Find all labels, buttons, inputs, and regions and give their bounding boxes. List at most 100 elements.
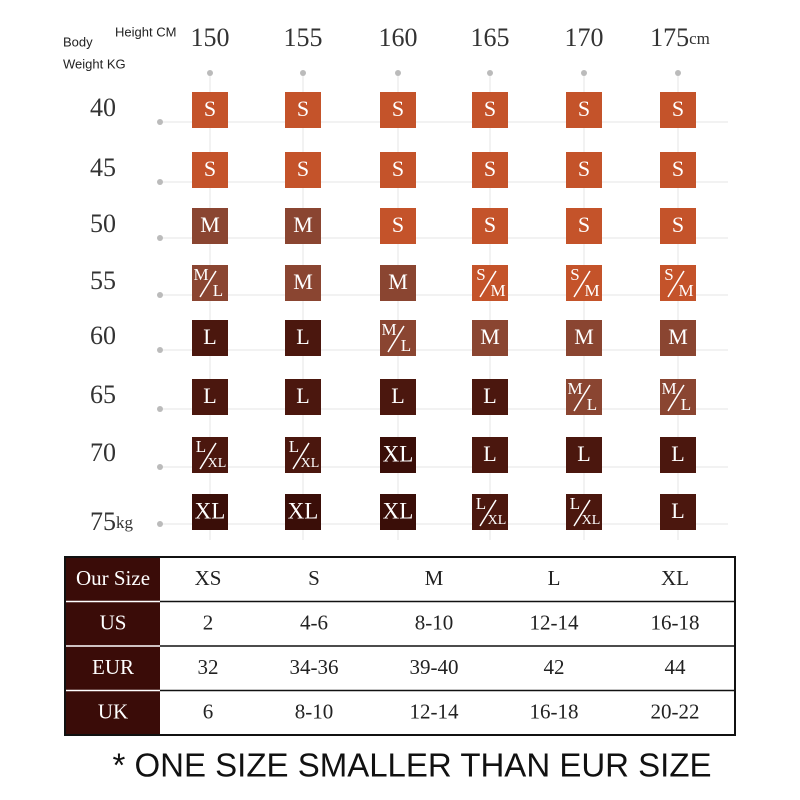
cell-box <box>472 92 508 128</box>
cell-size-bottom: L <box>681 395 691 414</box>
cell-box <box>660 92 696 128</box>
body-label: Body <box>63 34 93 49</box>
cell-size-bottom: XL <box>488 513 507 528</box>
size-cell: L <box>192 320 228 356</box>
column-dot <box>300 70 306 76</box>
height-number: 155 <box>284 23 323 52</box>
size-cell: S <box>192 92 228 128</box>
column-dot <box>581 70 587 76</box>
cell-box <box>380 265 416 301</box>
cell-box <box>660 265 696 301</box>
weight-number: 50 <box>90 209 116 238</box>
cell-size-top: L <box>196 437 206 456</box>
cell-box <box>380 320 416 356</box>
height-value: 165 <box>471 23 510 52</box>
cell-size-bottom: L <box>401 336 411 355</box>
table-cell: 8-10 <box>415 611 454 635</box>
weight-value: 70 <box>90 438 116 467</box>
cell-slash <box>573 270 591 298</box>
cell-size-bottom: L <box>587 395 597 414</box>
cell-box <box>472 152 508 188</box>
cell-size: M <box>574 324 594 349</box>
cell-size: L <box>203 324 216 349</box>
cell-box <box>566 92 602 128</box>
size-cell: L <box>285 379 321 415</box>
column-dot <box>675 70 681 76</box>
size-cell: S <box>285 92 321 128</box>
size-cell: S <box>472 92 508 128</box>
size-cell: S <box>472 208 508 244</box>
cell-box <box>566 152 602 188</box>
cell-size: M <box>388 269 408 294</box>
weight-unit: kg <box>116 513 134 532</box>
size-cell: LXL <box>285 437 321 473</box>
grid-lines <box>157 70 728 540</box>
cell-size: L <box>483 441 496 466</box>
cell-size: S <box>392 156 404 181</box>
weight-value: 65 <box>90 380 116 409</box>
cell-box <box>660 208 696 244</box>
size-cell: L <box>660 494 696 530</box>
size-cell: ML <box>566 379 602 415</box>
cell-box <box>285 437 321 473</box>
cell-size-top: M <box>381 320 396 339</box>
cell-slash <box>667 384 685 412</box>
cell-size-top: S <box>570 265 579 284</box>
cell-size: S <box>297 96 309 121</box>
weight-number: 70 <box>90 438 116 467</box>
cell-box <box>380 152 416 188</box>
weight-value: 50 <box>90 209 116 238</box>
size-cell: S <box>566 92 602 128</box>
weight-value: 45 <box>90 153 116 182</box>
size-cell: S <box>660 208 696 244</box>
weight-number: 55 <box>90 266 116 295</box>
cell-box <box>566 437 602 473</box>
cell-box <box>472 379 508 415</box>
cell-box <box>566 208 602 244</box>
cell-slash <box>199 270 217 298</box>
column-dot <box>207 70 213 76</box>
cell-size-top: M <box>661 379 676 398</box>
cell-size: S <box>392 212 404 237</box>
size-cell: S <box>566 152 602 188</box>
cell-size-bottom: XL <box>582 513 601 528</box>
cell-box <box>285 494 321 530</box>
cell-size: M <box>668 324 688 349</box>
cell-box <box>192 92 228 128</box>
size-cell: M <box>285 265 321 301</box>
cell-box <box>380 92 416 128</box>
cell-size: M <box>293 269 313 294</box>
cell-box <box>192 494 228 530</box>
cell-box <box>285 92 321 128</box>
cell-box <box>380 379 416 415</box>
cell-size-top: S <box>664 265 673 284</box>
size-cell: SM <box>660 265 696 301</box>
cell-box <box>566 494 602 530</box>
cell-box <box>380 437 416 473</box>
column-dot <box>487 70 493 76</box>
size-cell: S <box>472 152 508 188</box>
size-cell: SM <box>566 265 602 301</box>
cell-box <box>192 265 228 301</box>
table-cell: 2 <box>203 611 214 635</box>
size-cell: XL <box>380 494 416 530</box>
table-cell: 16-18 <box>651 611 700 635</box>
cell-box <box>660 152 696 188</box>
cell-size: L <box>203 383 216 408</box>
cell-box <box>566 379 602 415</box>
cell-size: S <box>297 156 309 181</box>
cell-size: L <box>483 383 496 408</box>
cell-box <box>472 265 508 301</box>
cell-size: XL <box>195 498 226 523</box>
footnote: * ONE SIZE SMALLER THAN EUR SIZE <box>112 747 711 784</box>
cell-box <box>285 320 321 356</box>
cell-box <box>285 208 321 244</box>
height-value: 160 <box>379 23 418 52</box>
table-cell: 12-14 <box>530 611 579 635</box>
height-value: 150 <box>191 23 230 52</box>
cell-size: S <box>578 96 590 121</box>
cell-size-top: M <box>193 265 208 284</box>
size-cell: LXL <box>566 494 602 530</box>
cell-box <box>660 437 696 473</box>
cell-box <box>285 265 321 301</box>
